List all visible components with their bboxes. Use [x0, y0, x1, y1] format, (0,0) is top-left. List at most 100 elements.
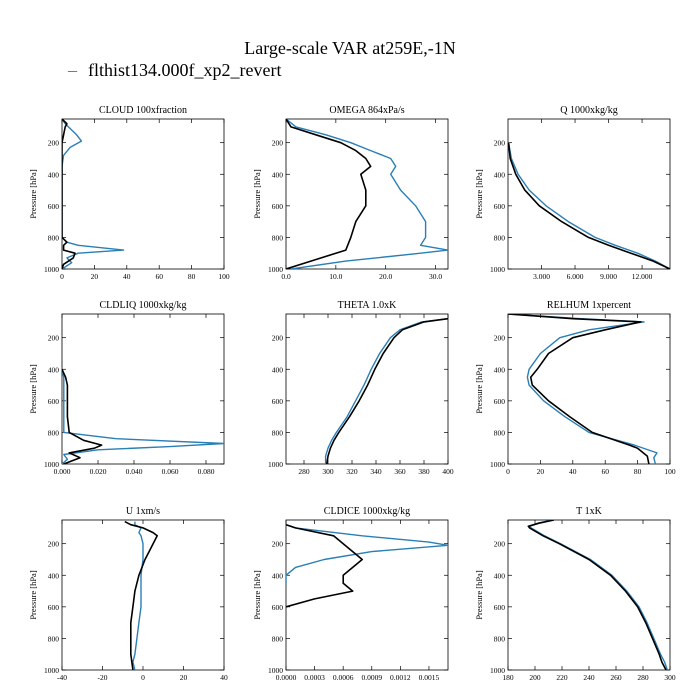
legend-label: flthist134.000f_xp2_revert: [88, 60, 281, 80]
y-tick-label: 600: [48, 202, 60, 211]
y-axis-label: Pressure [hPa]: [474, 570, 484, 620]
x-tick-label: 3.000: [533, 272, 550, 281]
panel-title: CLDICE 1000xkg/kg: [324, 506, 410, 517]
y-tick-label: 800: [48, 428, 60, 437]
y-tick-label: 800: [494, 428, 506, 437]
series-line-revert: [508, 142, 670, 269]
x-tick-label: 200: [529, 673, 541, 682]
x-tick-label: 20: [180, 673, 188, 682]
y-tick-label: 1000: [44, 460, 59, 469]
x-tick-label: 220: [556, 673, 568, 682]
x-tick-label: -40: [57, 673, 67, 682]
y-tick-label: 1000: [44, 265, 59, 274]
x-tick-label: 40: [220, 673, 228, 682]
panel-title: RELHUM 1xpercent: [547, 300, 631, 311]
x-tick-label: 40: [123, 272, 131, 281]
x-tick-label: 180: [502, 673, 514, 682]
plot-frame: [285, 118, 449, 270]
y-tick-label: 1000: [490, 265, 505, 274]
y-tick-label: 400: [48, 571, 60, 580]
y-tick-label: 200: [48, 540, 60, 549]
y-tick-label: 800: [272, 428, 284, 437]
panel-title: CLDLIQ 1000xkg/kg: [100, 300, 187, 311]
series-line-revert: [286, 524, 448, 584]
y-tick-label: 200: [494, 540, 506, 549]
x-tick-label: 0.000: [54, 467, 71, 476]
x-tick-label: 30.0: [429, 272, 442, 281]
y-tick-label: 1000: [44, 666, 59, 675]
y-tick-label: 400: [494, 170, 506, 179]
x-tick-label: 280: [637, 673, 649, 682]
y-tick-label: 600: [272, 202, 284, 211]
series-line-revert: [324, 318, 448, 464]
x-tick-label: 300: [322, 467, 334, 476]
series-line-control: [326, 317, 448, 464]
y-tick-label: 200: [48, 334, 60, 343]
series-line-revert: [62, 119, 125, 269]
x-tick-label: 100: [664, 467, 676, 476]
plot-frame: [507, 118, 671, 270]
y-tick-label: 600: [48, 603, 60, 612]
plot-frame: [61, 313, 225, 465]
legend: – flthist134.000f_xp2_revert: [67, 60, 281, 80]
y-tick-label: 400: [48, 170, 60, 179]
series-line-control: [62, 119, 76, 269]
x-tick-label: 100: [218, 272, 230, 281]
x-tick-label: 0.0015: [419, 673, 440, 682]
panel-8: CLDICE 1000xkg/kg Pressure [hPa] 200 400 600…: [252, 506, 449, 682]
series-line-revert: [528, 520, 668, 670]
x-tick-label: 280: [298, 467, 310, 476]
y-tick-label: 200: [494, 139, 506, 148]
x-tick-label: 0: [506, 467, 510, 476]
x-tick-label: 9.000: [600, 272, 617, 281]
x-tick-label: 20: [537, 467, 545, 476]
panel-5: THETA 1.0xK 200 400 600 800 1000 280 300 320 340 3…: [268, 300, 454, 476]
y-tick-label: 200: [272, 334, 284, 343]
y-tick-label: 600: [494, 202, 506, 211]
series-line-control: [286, 523, 364, 608]
x-tick-label: 0: [60, 272, 64, 281]
y-tick-label: 800: [272, 233, 284, 242]
panel-title: CLOUD 100xfraction: [99, 105, 187, 116]
x-tick-label: 10.0: [329, 272, 342, 281]
series-line-revert: [286, 119, 448, 269]
y-tick-label: 800: [494, 634, 506, 643]
x-tick-label: 380: [418, 467, 430, 476]
y-tick-label: 1000: [490, 666, 505, 675]
y-tick-label: 1000: [490, 460, 505, 469]
x-tick-label: 0.020: [90, 467, 107, 476]
x-tick-label: 0.0: [281, 272, 291, 281]
x-tick-label: 0.0006: [333, 673, 354, 682]
series-line-control: [124, 520, 158, 670]
x-tick-label: 40: [569, 467, 577, 476]
plot-frame: [285, 313, 449, 465]
series-line-control: [62, 368, 103, 464]
panel-title: Q 1000xkg/kg: [560, 105, 618, 116]
y-axis-label: Pressure [hPa]: [474, 364, 484, 414]
series-line-control: [508, 142, 670, 269]
x-tick-label: 320: [346, 467, 358, 476]
y-tick-label: 200: [272, 139, 284, 148]
plot-frame: [507, 519, 671, 671]
plot-frame: [507, 313, 671, 465]
series-line-control: [527, 520, 667, 670]
legend-swatch: –: [67, 60, 78, 80]
y-tick-label: 800: [48, 634, 60, 643]
y-axis-label: Pressure [hPa]: [28, 364, 38, 414]
y-tick-label: 400: [494, 571, 506, 580]
y-tick-label: 1000: [268, 265, 283, 274]
y-tick-label: 400: [48, 365, 60, 374]
plot-frame: [285, 519, 449, 671]
y-tick-label: 600: [272, 603, 284, 612]
x-tick-label: 0.080: [198, 467, 215, 476]
x-tick-label: 0.060: [162, 467, 179, 476]
y-axis-label: Pressure [hPa]: [28, 570, 38, 620]
series-line-revert: [132, 521, 144, 670]
x-tick-label: 0.0000: [276, 673, 297, 682]
y-axis-label: Pressure [hPa]: [252, 570, 262, 620]
x-tick-label: 80: [634, 467, 642, 476]
